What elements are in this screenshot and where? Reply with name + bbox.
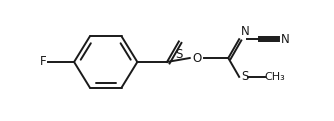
Text: N: N: [281, 33, 290, 46]
Text: F: F: [40, 56, 46, 68]
Text: S: S: [241, 70, 248, 83]
Text: O: O: [192, 52, 201, 64]
Text: N: N: [241, 25, 250, 38]
Text: CH₃: CH₃: [265, 72, 286, 82]
Text: S: S: [175, 48, 183, 61]
